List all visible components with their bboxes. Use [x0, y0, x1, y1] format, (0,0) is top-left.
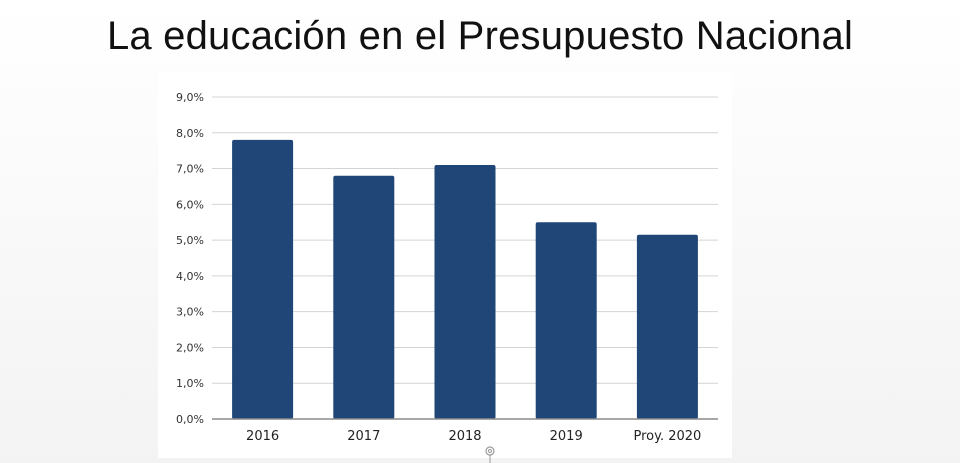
y-tick-label: 3,0% — [176, 306, 204, 319]
y-tick-label: 7,0% — [176, 163, 204, 176]
x-tick-label: 2016 — [246, 429, 279, 444]
y-tick-label: 4,0% — [176, 270, 204, 283]
x-axis-labels: 2016 2017 2018 2019 Proy. 2020 — [246, 429, 701, 444]
y-tick-label: 2,0% — [176, 341, 204, 354]
bar-2019 — [535, 222, 597, 419]
bar-proy-2020 — [636, 234, 698, 419]
bar-2016 — [232, 139, 294, 419]
chart-panel: 0,0% 1,0% 2,0% 3,0% 4,0% 5,0% 6,0% 7,0% 8,0% 9,0%… — [158, 72, 732, 458]
x-tick-label: 2017 — [347, 429, 380, 444]
bar-2017 — [333, 175, 395, 419]
y-tick-label: 1,0% — [176, 377, 204, 390]
y-tick-label: 5,0% — [176, 234, 204, 247]
x-tick-label: 2018 — [448, 429, 481, 444]
y-tick-label: 8,0% — [176, 127, 204, 140]
slide-title: La educación en el Presupuesto Nacional — [106, 14, 854, 58]
bar-2018 — [434, 164, 496, 419]
bar-chart: 0,0% 1,0% 2,0% 3,0% 4,0% 5,0% 6,0% 7,0% 8,0% 9,0%… — [176, 91, 718, 444]
x-tick-label: 2019 — [550, 429, 583, 444]
y-tick-label: 9,0% — [176, 91, 204, 104]
y-axis-ticks: 0,0% 1,0% 2,0% 3,0% 4,0% 5,0% 6,0% 7,0% 8,0% 9,0% — [176, 91, 204, 426]
x-tick-label: Proy. 2020 — [633, 429, 701, 444]
bars — [232, 139, 698, 419]
mouse-cursor-icon — [485, 446, 495, 463]
y-tick-label: 6,0% — [176, 198, 204, 211]
y-tick-label: 0,0% — [176, 413, 204, 426]
